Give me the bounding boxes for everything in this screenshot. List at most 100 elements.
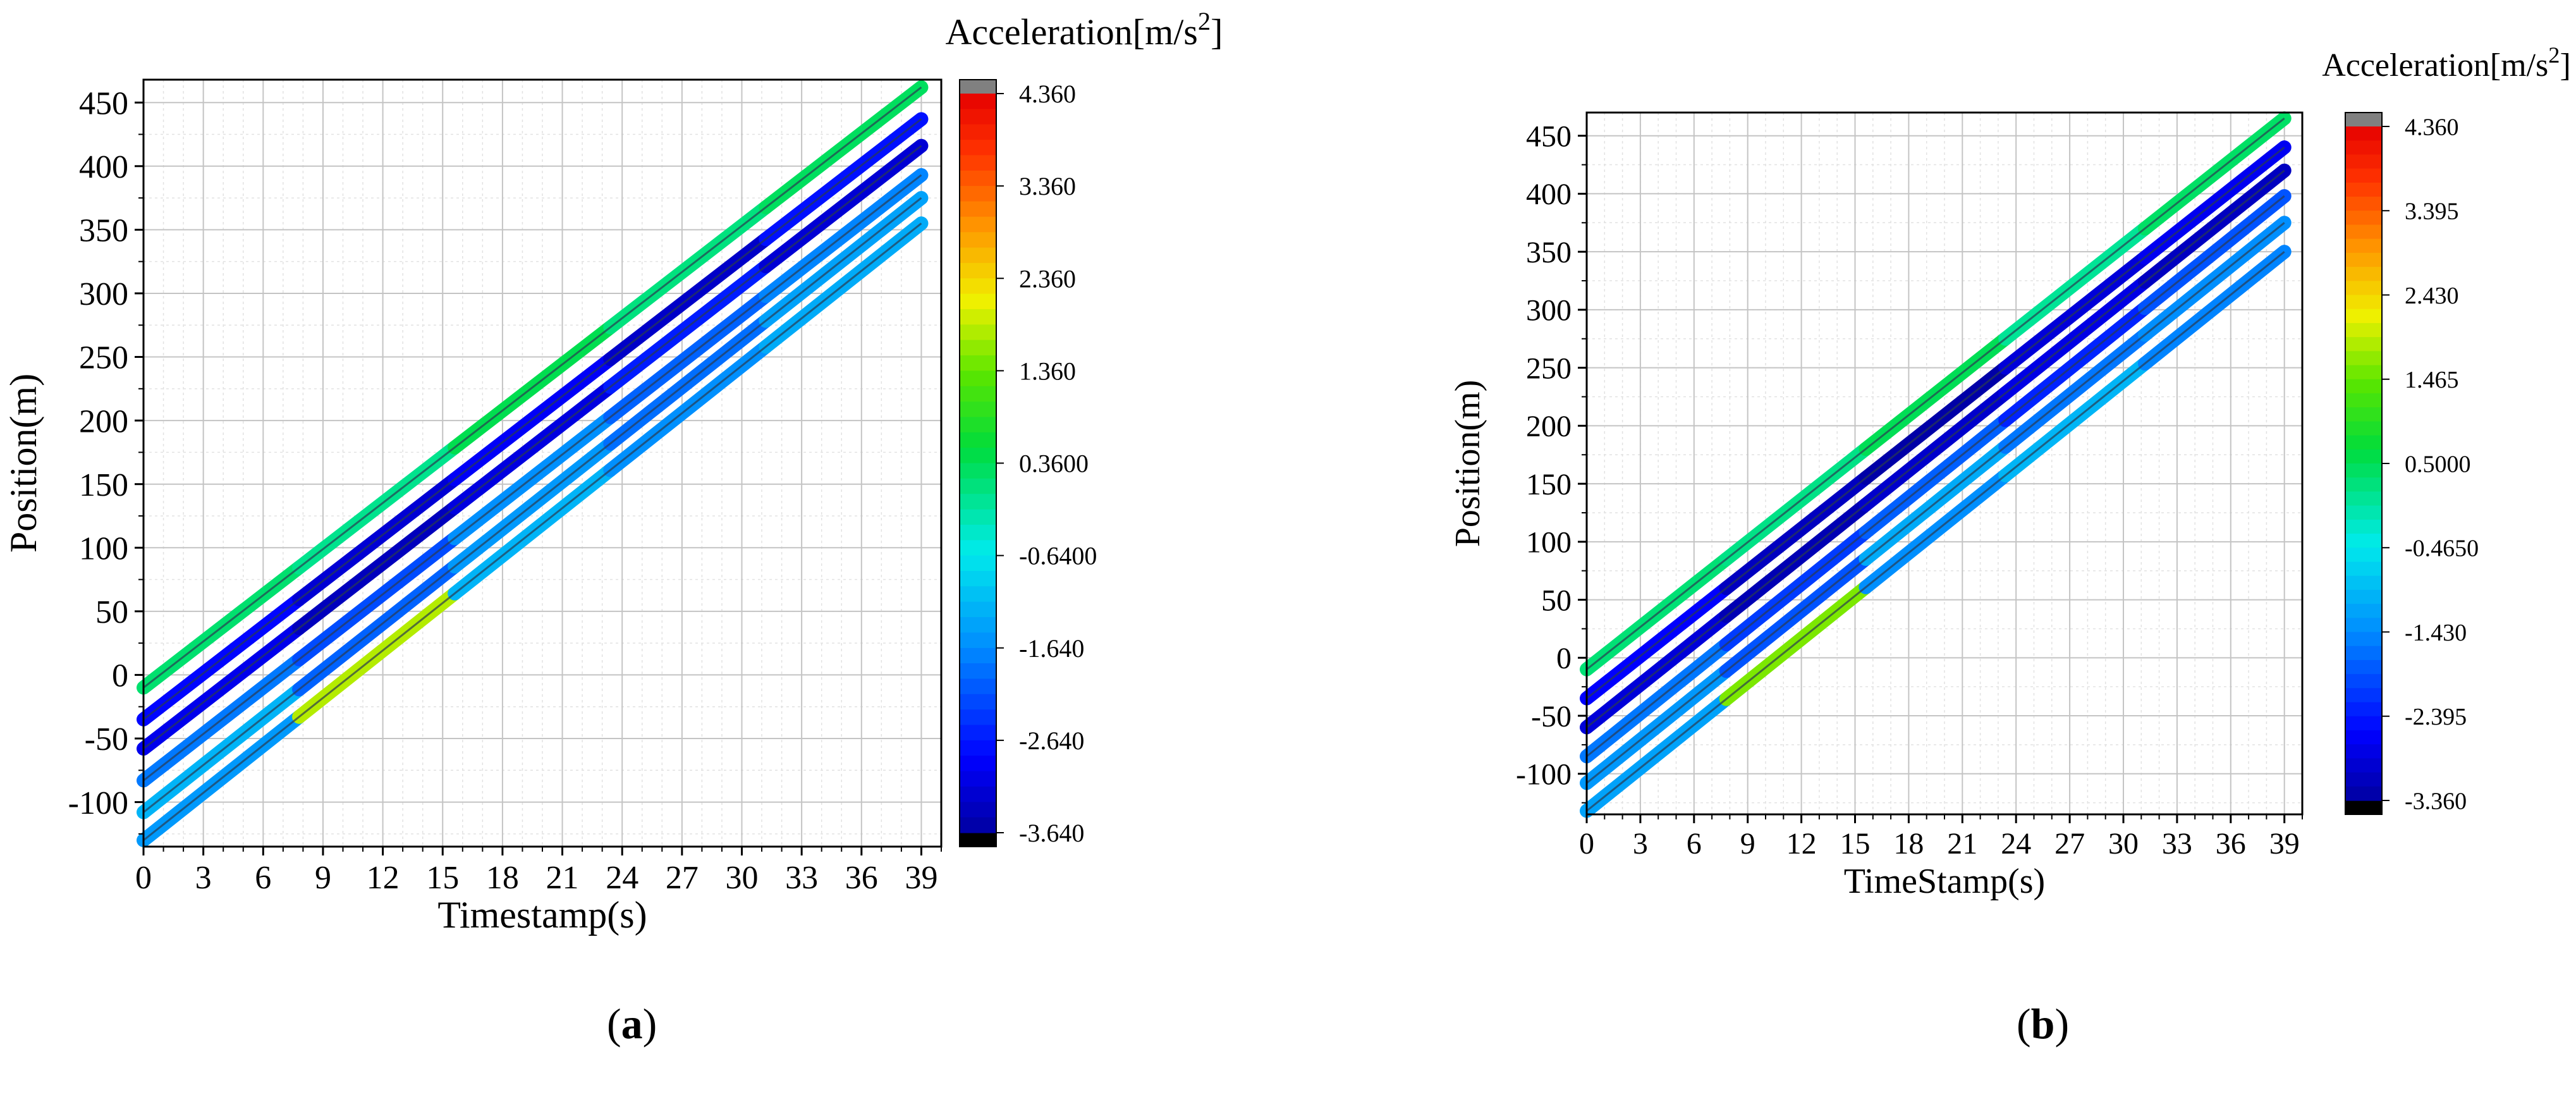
colorbar-band	[960, 617, 996, 633]
colorbar-title-end: ]	[2560, 47, 2570, 83]
y-tick-label: 400	[79, 149, 128, 185]
x-tick-label: 0	[135, 860, 152, 896]
y-axis-label: Position(m)	[1448, 380, 1487, 547]
colorbar-band	[2345, 407, 2382, 422]
caption-a-letter: a	[621, 1000, 643, 1048]
colorbar-band	[960, 432, 996, 448]
x-tick-label: 33	[2162, 827, 2192, 861]
colorbar-band	[960, 678, 996, 695]
x-tick-label: 12	[367, 860, 400, 896]
colorbar: 4.360 3.395 2.430 1.465 0.5000 -0.4650 -1.430 -…	[2322, 42, 2571, 815]
colorbar-tick-label: -1.640	[1019, 634, 1084, 663]
colorbar-title-main: Acceleration[m/s	[2322, 47, 2548, 83]
series-core	[143, 174, 922, 781]
colorbar-band	[2345, 238, 2382, 254]
chart-panel-a: 0 3 6 9 12 15 18 21 24 27 30 33 36 39-100-50050100150…	[3, 7, 1223, 936]
series-5	[1580, 216, 2292, 790]
colorbar-band	[2345, 519, 2382, 534]
colorbar-tick-label: -3.360	[2405, 788, 2467, 814]
x-tick-label: 3	[1633, 827, 1648, 861]
y-tick-label: 0	[1556, 642, 1572, 675]
caption-b-letter: b	[2030, 1000, 2055, 1048]
colorbar-band	[960, 186, 996, 202]
colorbar-title-sup: 2	[2548, 42, 2560, 68]
y-tick-label: 350	[1526, 236, 1572, 269]
series-core	[143, 145, 922, 750]
x-tick-label: 15	[1840, 827, 1871, 861]
colorbar-band	[960, 494, 996, 510]
y-tick-label: -50	[85, 721, 128, 757]
caption-b: (b)	[2017, 999, 2069, 1049]
x-tick-label: 9	[1740, 827, 1755, 861]
x-tick-label: 27	[666, 860, 699, 896]
colorbar-band	[960, 324, 996, 341]
colorbar-band	[2345, 295, 2382, 310]
colorbar-band	[2345, 435, 2382, 450]
series-6	[1580, 245, 2292, 818]
colorbar-band	[2345, 702, 2382, 717]
series-core	[1586, 146, 2285, 699]
x-tick-label: 18	[1893, 827, 1924, 861]
colorbar-band	[960, 786, 996, 802]
colorbar-band	[960, 216, 996, 233]
colorbar-band	[960, 201, 996, 218]
colorbar-band	[2345, 140, 2382, 156]
y-tick-label: 100	[79, 530, 128, 567]
x-tick-label: 18	[486, 860, 519, 896]
y-tick-label: 200	[1526, 410, 1572, 443]
series-core	[143, 86, 922, 689]
y-tick-label: 0	[112, 658, 128, 694]
y-tick-label: 250	[79, 340, 128, 376]
y-tick-label: 400	[1526, 178, 1572, 211]
y-tick-label: 300	[1526, 294, 1572, 328]
colorbar-band	[2345, 351, 2382, 366]
x-tick-label: 27	[2054, 827, 2085, 861]
colorbar-band	[2345, 589, 2382, 604]
colorbar-band	[2345, 365, 2382, 380]
colorbar-tick-label: -2.395	[2405, 704, 2467, 730]
colorbar-band	[2345, 730, 2382, 745]
colorbar-band	[960, 340, 996, 356]
colorbar-band	[2345, 646, 2382, 661]
colorbar-band	[960, 771, 996, 787]
colorbar-tick-label: 4.360	[2405, 114, 2459, 140]
colorbar-band	[960, 232, 996, 248]
colorbar-band	[960, 524, 996, 541]
series-4	[1580, 189, 2292, 764]
colorbar-band	[960, 309, 996, 325]
colorbar-band	[960, 247, 996, 264]
caption-a-close: )	[642, 1000, 657, 1048]
x-axis-label: Timestamp(s)	[437, 894, 647, 936]
colorbar-tick-label: 3.395	[2405, 199, 2459, 225]
series-core	[1586, 195, 2285, 757]
colorbar-band	[960, 663, 996, 680]
x-tick-label: 39	[905, 860, 937, 896]
colorbar-overflow-low	[2345, 800, 2382, 814]
colorbar-band	[960, 155, 996, 171]
x-tick-label: 36	[845, 860, 878, 896]
colorbar-band	[2345, 224, 2382, 240]
y-tick-label: 50	[1541, 584, 1572, 617]
colorbar-band	[960, 417, 996, 433]
x-tick-label: 21	[1947, 827, 1977, 861]
x-tick-label: 9	[315, 860, 331, 896]
series-core	[1586, 169, 2285, 728]
colorbar-band	[2345, 393, 2382, 408]
colorbar-tick-label: -0.6400	[1019, 542, 1097, 570]
y-tick-label: 300	[79, 276, 128, 312]
colorbar-band	[2345, 618, 2382, 633]
colorbar-band	[960, 540, 996, 556]
colorbar-band	[2345, 182, 2382, 197]
colorbar-tick-label: 3.360	[1019, 172, 1076, 200]
colorbar-band	[2345, 505, 2382, 520]
colorbar-band	[960, 448, 996, 464]
y-tick-label: 350	[79, 213, 128, 249]
colorbar-band	[2345, 758, 2382, 773]
series-core	[1586, 222, 2285, 784]
colorbar-title: Acceleration[m/s2]	[2322, 42, 2571, 83]
series-core	[143, 118, 922, 721]
colorbar-tick-label: 0.5000	[2405, 451, 2471, 477]
colorbar-band	[960, 386, 996, 402]
colorbar-band	[960, 709, 996, 726]
series-6	[137, 216, 929, 847]
